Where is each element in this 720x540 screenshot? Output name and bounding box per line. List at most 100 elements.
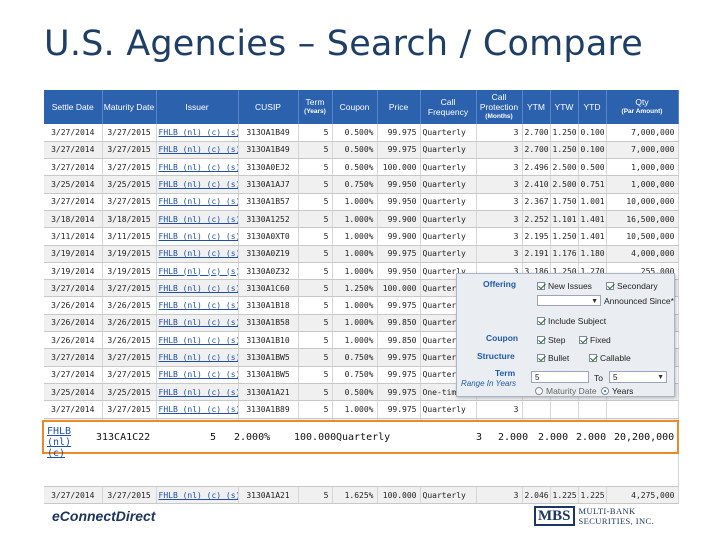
offering-label: Offering — [483, 279, 517, 289]
column-header-coupon[interactable]: Coupon — [332, 90, 378, 124]
cell-issuer[interactable]: FHLB (nl) (c) (s) — [156, 175, 239, 194]
term-to-select[interactable]: 5 ▼ — [609, 371, 667, 383]
table-row[interactable]: 3/19/2014 3/19/2015 FHLB (nl) (c) (s) 3130A… — [44, 262, 679, 281]
cell-coupon: 1.000% — [332, 262, 378, 281]
table-row[interactable]: 3/27/2014 3/27/2015 FHLB (nl) (c) (s) 313OA… — [44, 141, 679, 160]
new-issues-label: New Issues — [548, 281, 592, 291]
chevron-down-icon: ▼ — [657, 374, 664, 381]
table-row[interactable]: 3/25/2014 3/25/2015 FHLB (nl) (c) (s) 3130A… — [44, 175, 679, 194]
cell-maturity-date: 3/26/2015 — [102, 296, 157, 315]
cell-issuer[interactable]: FHLB (nl) (c) (s) — [156, 400, 239, 419]
cell-issuer[interactable]: FHLB (nl) (c) (s) — [156, 158, 239, 177]
column-header-ytm[interactable]: YTM — [522, 90, 551, 124]
column-header-ytd[interactable]: YTD — [578, 90, 607, 124]
new-issues-checkbox[interactable] — [537, 282, 545, 290]
cell-term: 5 — [298, 210, 333, 229]
column-header-price[interactable]: Price — [377, 90, 421, 124]
cell-issuer[interactable]: FHLB (nl) (c) (s) — [156, 193, 239, 211]
include-subject-option[interactable]: Include Subject — [537, 316, 606, 326]
years-option[interactable]: Years — [601, 386, 633, 396]
years-radio[interactable] — [601, 387, 609, 395]
cell-issuer[interactable]: FHLB (nl) (c) (s) — [156, 227, 239, 246]
step-option[interactable]: Step — [537, 335, 566, 345]
cell-issuer[interactable]: FHLB (nl) (c) (s) — [156, 141, 239, 160]
cell-cusip: 3130A1BW5 — [238, 366, 299, 384]
cell-coupon: 0.750% — [332, 175, 378, 194]
cell-issuer[interactable]: FHLB (nl) (c) (s) — [156, 331, 239, 350]
cell-issuer[interactable]: FHLB (nl) (c) (s) — [156, 279, 239, 298]
cell-issuer[interactable]: FHLB (nl) (c) (s) — [156, 314, 239, 333]
cell-price: 99.850 — [377, 331, 421, 350]
new-issues-option[interactable]: New Issues — [537, 281, 592, 291]
cell-cusip: 313OA1B49 — [238, 124, 299, 142]
cell-term: 5 — [298, 296, 333, 315]
table-row[interactable]: 3/18/2014 3/18/2015 FHLB (nl) (c) (s) 3130A… — [44, 210, 679, 229]
cell-issuer[interactable]: FHLB (nl) (c) (s) — [156, 348, 239, 367]
cell-cusip: 3130A0Z19 — [238, 245, 299, 263]
column-header-label: Price — [388, 102, 409, 112]
cell-coupon: 0.750% — [332, 348, 378, 367]
cell-issuer[interactable]: FHLB (nl) (c) (s) — [156, 366, 239, 384]
cell-settle-date: 3/27/2014 — [44, 193, 103, 211]
maturity-date-option[interactable]: Maturity Date — [535, 386, 597, 396]
cell-issuer[interactable]: FHLB (nl) (c) (s) — [156, 486, 239, 505]
announced-since-option[interactable]: ▼ Announced Since* — [537, 295, 674, 306]
column-header-ytw[interactable]: YTW — [550, 90, 579, 124]
column-header-term[interactable]: Term (Years) — [298, 90, 333, 124]
column-header-label: YTD — [583, 102, 601, 112]
cell-issuer[interactable]: FHLB (nl) (c) (s) — [156, 383, 239, 402]
column-header-call-protection[interactable]: Call Protection (Months) — [476, 90, 523, 124]
callable-checkbox[interactable] — [589, 354, 597, 362]
column-header-issuer[interactable]: Issuer — [156, 90, 239, 124]
secondary-checkbox[interactable] — [606, 282, 614, 290]
cell-cusip: 3130A0Z32 — [238, 262, 299, 281]
term-label: Term — [495, 368, 516, 378]
cell-cusip: 3130A1B18 — [238, 296, 299, 315]
fixed-checkbox[interactable] — [579, 336, 587, 344]
cell-price: 100.000 — [377, 486, 421, 505]
cell-call-frequency: Quarterly — [420, 227, 477, 246]
column-header-call-frequency[interactable]: Call Frequency — [420, 90, 477, 124]
cell-ytw: 1.250 — [550, 124, 579, 142]
cell-qty: 7,000,000 — [606, 124, 679, 142]
step-checkbox[interactable] — [537, 336, 545, 344]
column-header-maturity-date[interactable]: Maturity Date — [102, 90, 157, 124]
bullet-checkbox[interactable] — [537, 354, 545, 362]
column-header-qty[interactable]: Qty (Par Amount) — [606, 90, 679, 124]
cell-call-protection: 3 — [476, 210, 523, 229]
cell-issuer[interactable]: FHLB (nl) (c) (s) — [156, 296, 239, 315]
callable-option[interactable]: Callable — [589, 353, 631, 363]
cell-issuer[interactable]: FHLB (nl) (c) (s) — [156, 245, 239, 263]
cell-settle-date: 3/27/2014 — [44, 348, 103, 367]
column-header-settle-date[interactable]: Settle Date — [44, 90, 103, 124]
cell-term: 5 — [298, 348, 333, 367]
cell-maturity-date: 3/27/2015 — [102, 193, 157, 211]
highlight-issuer-link[interactable]: FHLB (nl) (c) — [47, 426, 72, 459]
table-row[interactable]: 3/27/2014 3/27/2015 FHLB (nl) (c) (s) 313OA… — [44, 124, 679, 142]
highlighted-bond-row[interactable]: FHLB (nl) (c) 313CA1C22 5 2.000% 100.000… — [42, 420, 679, 459]
cell-issuer[interactable]: FHLB (nl) (c) (s) — [156, 210, 239, 229]
cell-settle-date: 3/18/2014 — [44, 210, 103, 229]
cell-issuer[interactable]: FHLB (nl) (c) (s) — [156, 262, 239, 281]
column-header-label: YTW — [554, 102, 574, 112]
cell-term: 5 — [298, 331, 333, 350]
cell-maturity-date: 3/19/2015 — [102, 245, 157, 263]
bullet-option[interactable]: Bullet — [537, 353, 569, 363]
cell-price: 99.975 — [377, 383, 421, 402]
maturity-date-radio[interactable] — [535, 387, 543, 395]
fixed-option[interactable]: Fixed — [579, 335, 611, 345]
highlight-ytm: 2.000 — [498, 432, 529, 443]
term-from-input[interactable]: 5 — [531, 371, 589, 383]
table-row[interactable]: 3/11/2014 3/11/2015 FHLB (nl) (c) (s) 3130A… — [44, 227, 679, 246]
cell-qty — [606, 400, 679, 419]
cell-issuer[interactable]: FHLB (nl) (c) (s) — [156, 124, 239, 142]
column-header-cusip[interactable]: CUSIP — [238, 90, 299, 124]
include-subject-checkbox[interactable] — [537, 317, 545, 325]
secondary-option[interactable]: Secondary — [606, 281, 658, 291]
announced-since-select[interactable]: ▼ — [537, 295, 601, 306]
table-row[interactable]: 3/19/2014 3/19/2015 FHLB (nl) (c) (s) 3130A… — [44, 245, 679, 263]
